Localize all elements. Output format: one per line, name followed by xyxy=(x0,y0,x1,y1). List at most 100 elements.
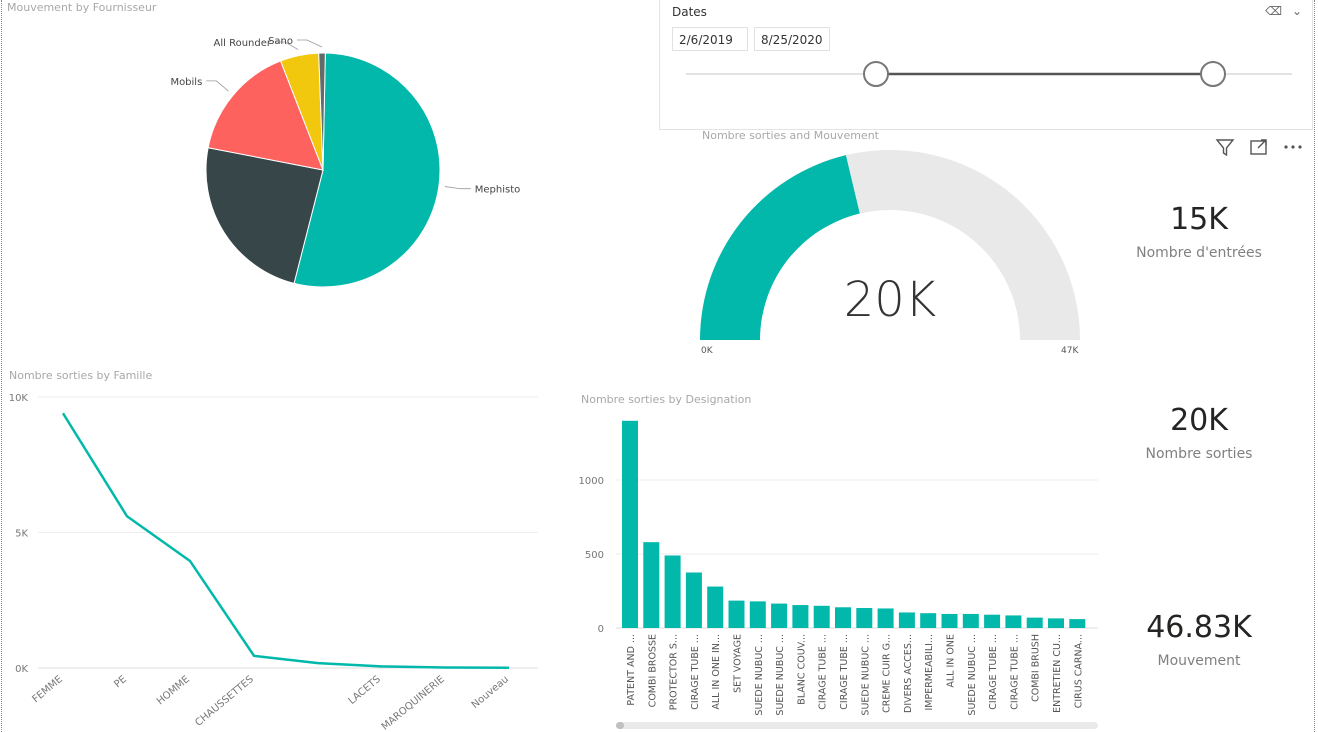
bar-x-tick-label: DIVERS ACCES... xyxy=(903,634,914,713)
pie-slice[interactable] xyxy=(205,147,324,284)
filter-icon[interactable] xyxy=(1214,137,1236,157)
chevron-down-icon[interactable]: ⌄ xyxy=(1291,4,1302,18)
pie-leader-line xyxy=(206,80,229,92)
line-x-tick-label: MAROQUINERIE xyxy=(380,674,447,732)
card-label: Nombre d'entrées xyxy=(1136,245,1262,261)
gauge-fill-arc xyxy=(700,155,860,340)
line-series[interactable] xyxy=(61,412,510,669)
bar-chart-title: Nombre sorties by Designation xyxy=(581,393,752,406)
slider-start-handle[interactable] xyxy=(863,61,889,87)
card-value: 15K xyxy=(1170,202,1228,237)
pie-slice[interactable] xyxy=(318,52,326,171)
bar-x-tick-label: CIRAGE TUBE ... xyxy=(1009,634,1020,710)
bar-y-tick-label: 1000 xyxy=(579,476,604,487)
bar[interactable] xyxy=(664,555,681,628)
end-date-input[interactable]: 8/25/2020 xyxy=(754,27,830,51)
bar[interactable] xyxy=(749,601,766,628)
card-nombre-sorties[interactable]: 20K Nombre sorties xyxy=(1099,403,1299,462)
bar[interactable] xyxy=(920,613,937,628)
slicer-title: Dates xyxy=(672,5,707,19)
bar-x-tick-label: COMBI BRUSH xyxy=(1031,634,1042,702)
line-y-tick-label: 5K xyxy=(15,529,28,540)
bar[interactable] xyxy=(898,612,915,628)
bar[interactable] xyxy=(856,608,873,628)
bar-chart[interactable]: 0 500 1000 PATENT AND ... COMBI BROSSE PROTEC… xyxy=(570,405,1110,720)
card-nombre-entrees[interactable]: 15K Nombre d'entrées xyxy=(1099,202,1299,261)
bar-x-tick-label: ALL IN ONE xyxy=(946,634,957,688)
bar-x-tick-label: SUEDE NUBUC ... xyxy=(967,634,978,716)
pie-slice[interactable] xyxy=(207,60,324,171)
gauge-min-label: 0K xyxy=(701,346,713,356)
bar-x-tick-label: CIRAGE TUBE ... xyxy=(988,634,999,710)
gauge-chart[interactable] xyxy=(690,140,1090,350)
bar[interactable] xyxy=(622,420,638,628)
card-label: Mouvement xyxy=(1157,653,1241,669)
pie-slice-label: Mephisto xyxy=(475,185,521,196)
gauge-title: Nombre sorties and Mouvement xyxy=(702,129,879,142)
bar-y-tick-label: 500 xyxy=(585,550,604,561)
bar-x-tick-label: SUEDE NUBUC ... xyxy=(860,634,871,716)
bar-x-tick-label: PATENT AND ... xyxy=(626,634,637,706)
card-label: Nombre sorties xyxy=(1145,446,1253,462)
bar-x-tick-label: CIRAGE TUBE ... xyxy=(839,634,850,710)
bar[interactable] xyxy=(813,605,830,628)
line-x-tick-label: FEMME xyxy=(31,674,65,705)
pie-slice-label: Mobils xyxy=(170,77,202,88)
bar[interactable] xyxy=(728,600,745,628)
pie-slice-label: Sano xyxy=(268,36,293,47)
pie-slice-label: All Rounder xyxy=(214,38,272,49)
report-frame-right xyxy=(1314,0,1315,732)
line-chart[interactable]: 0K 5K 10K FEMME PE HOMME CHAUSSETTES LACETSMARO… xyxy=(0,380,560,732)
date-slicer[interactable]: Dates ⌫ ⌄ 2/6/2019 8/25/2020 xyxy=(659,0,1313,130)
card-mouvement[interactable]: 46.83K Mouvement xyxy=(1099,610,1299,669)
bar-x-tick-label: CIRAGE TUBE ... xyxy=(818,634,829,710)
bar-x-tick-label: SUEDE NUBUC ... xyxy=(775,634,786,716)
bar[interactable] xyxy=(685,572,702,629)
bar[interactable] xyxy=(962,613,979,628)
bar[interactable] xyxy=(1026,617,1043,628)
line-y-tick-label: 10K xyxy=(9,393,29,404)
start-date-input[interactable]: 2/6/2019 xyxy=(672,27,748,51)
bar[interactable] xyxy=(771,603,788,628)
bar-y-tick-label: 0 xyxy=(598,624,604,635)
line-x-tick-label: PE xyxy=(112,674,129,690)
bar-x-tick-label: PROTECTOR S... xyxy=(669,634,680,710)
date-range-slider[interactable] xyxy=(660,56,1312,96)
bar-x-tick-label: IMPERMEABILI... xyxy=(924,634,935,711)
focus-mode-icon[interactable] xyxy=(1248,137,1270,157)
line-y-tick-label: 0K xyxy=(15,664,28,675)
bar-x-tick-label: CREME CUIR G... xyxy=(882,634,893,713)
bar[interactable] xyxy=(792,605,809,628)
more-options-icon[interactable] xyxy=(1282,137,1304,157)
gauge-track-arc xyxy=(845,150,1080,340)
bar[interactable] xyxy=(835,607,851,628)
bar-x-tick-label: ENTRETIEN CU... xyxy=(1052,634,1063,713)
card-value: 20K xyxy=(1170,403,1228,438)
pie-leader-line xyxy=(275,41,299,50)
pie-leader-line xyxy=(297,39,323,48)
eraser-icon[interactable]: ⌫ xyxy=(1265,4,1283,18)
pie-chart-title: Mouvement by Fournisseur xyxy=(7,1,157,14)
bar-chart-scrollbar-thumb[interactable] xyxy=(616,722,624,729)
bar[interactable] xyxy=(1069,619,1086,628)
bar[interactable] xyxy=(877,608,894,628)
bar-chart-scrollbar[interactable] xyxy=(616,722,1098,729)
line-x-tick-label: CHAUSSETTES xyxy=(193,674,256,729)
bar-x-tick-label: BLANC COUV... xyxy=(796,634,807,705)
visual-header xyxy=(1214,137,1304,157)
report-frame-left xyxy=(1,0,2,732)
pie-slice[interactable] xyxy=(293,52,441,288)
bar-x-tick-label: CIRAGE TUBE ... xyxy=(690,634,701,710)
bar-x-tick-label: ALL IN ONE IN... xyxy=(711,634,722,710)
bar[interactable] xyxy=(984,614,1001,628)
bar-x-tick-label: SET VOYAGE xyxy=(733,634,744,693)
slider-end-handle[interactable] xyxy=(1200,61,1226,87)
bar[interactable] xyxy=(707,586,724,628)
bar[interactable] xyxy=(1005,615,1022,628)
bar[interactable] xyxy=(643,542,660,628)
line-x-tick-label: LACETS xyxy=(347,674,383,707)
bar[interactable] xyxy=(941,613,958,628)
bar-x-tick-label: COMBI BROSSE xyxy=(647,634,658,707)
bar[interactable] xyxy=(1048,618,1064,628)
